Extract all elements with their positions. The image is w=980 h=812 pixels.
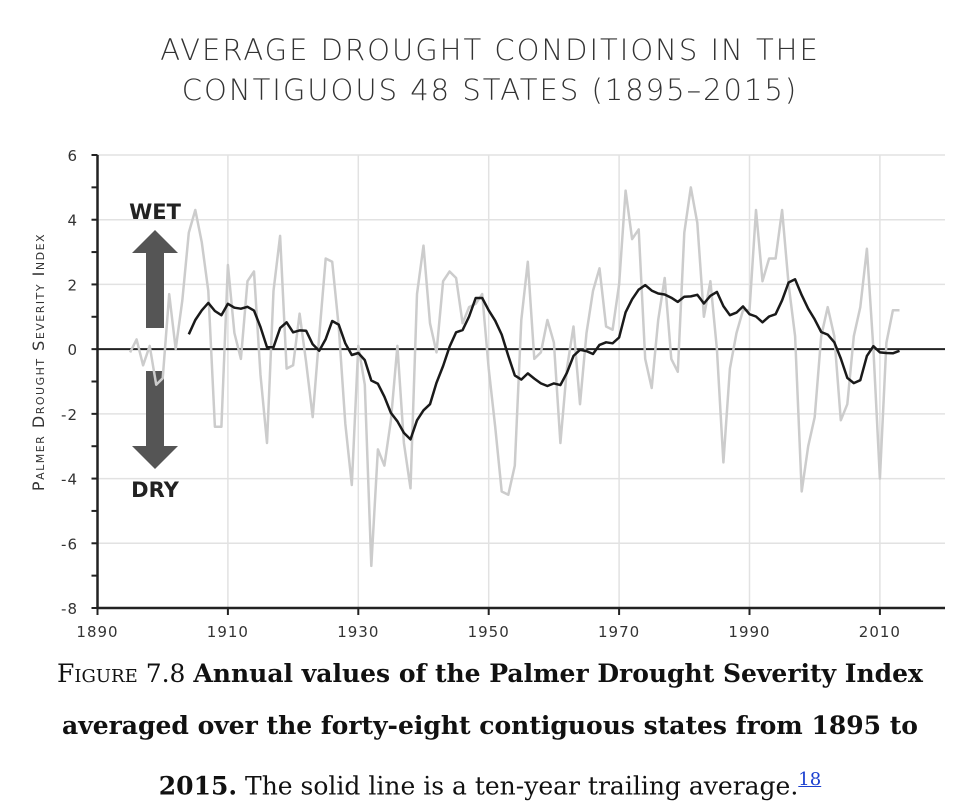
y-tick-label: -4 xyxy=(61,471,78,489)
footnote-link[interactable]: 18 xyxy=(798,769,822,790)
arrow-up-icon xyxy=(132,230,178,328)
caption-bold: Annual values of the Palmer Drought Seve… xyxy=(62,659,923,801)
x-tick-label: 1990 xyxy=(728,623,770,641)
drought-chart: 6 4 2 0 -2 -4 -6 -8 1890 1910 1930 1950 1970 1990 2010… xyxy=(29,147,945,641)
grid xyxy=(97,154,945,608)
x-tick-label: 1950 xyxy=(468,623,510,641)
figure-caption: Figure 7.8 Annual values of the Palmer D… xyxy=(20,648,960,812)
dry-label: DRY xyxy=(131,478,179,502)
arrow-down-icon xyxy=(132,371,178,469)
x-tick-label: 2010 xyxy=(859,623,901,641)
y-tick-label: 0 xyxy=(67,341,78,359)
figure-label: Figure 7.8 xyxy=(57,659,186,688)
y-tick-label: -6 xyxy=(61,535,78,553)
x-tick-label: 1890 xyxy=(76,623,118,641)
y-tick-label: -8 xyxy=(61,600,78,618)
y-tick-label: 4 xyxy=(67,212,78,230)
x-tick-label: 1910 xyxy=(207,623,249,641)
wet-label: WET xyxy=(129,200,182,224)
y-tick-label: -2 xyxy=(61,406,78,424)
wet-annotation: WET xyxy=(129,200,182,328)
y-tick-label: 6 xyxy=(67,147,78,165)
x-tick-label: 1930 xyxy=(337,623,379,641)
chart-title-line-2: CONTIGUOUS 48 STATES (1895–2015) xyxy=(181,73,799,107)
ten-year-average-line xyxy=(187,278,900,441)
series xyxy=(128,186,900,568)
caption-text: The solid line is a ten-year trailing av… xyxy=(237,771,799,801)
dry-annotation: DRY xyxy=(131,371,180,502)
x-tick-label: 1970 xyxy=(598,623,640,641)
annual-pdsi-line xyxy=(128,186,900,568)
chart-title-line-1: AVERAGE DROUGHT CONDITIONS IN THE xyxy=(160,33,820,67)
chart-title: AVERAGE DROUGHT CONDITIONS IN THE CONTIG… xyxy=(0,30,980,110)
y-axis-label: Palmer Drought Severity Index xyxy=(29,233,48,491)
y-tick-label: 2 xyxy=(67,276,78,294)
axes: 6 4 2 0 -2 -4 -6 -8 1890 1910 1930 1950 1970 1990 2010 xyxy=(61,147,945,641)
